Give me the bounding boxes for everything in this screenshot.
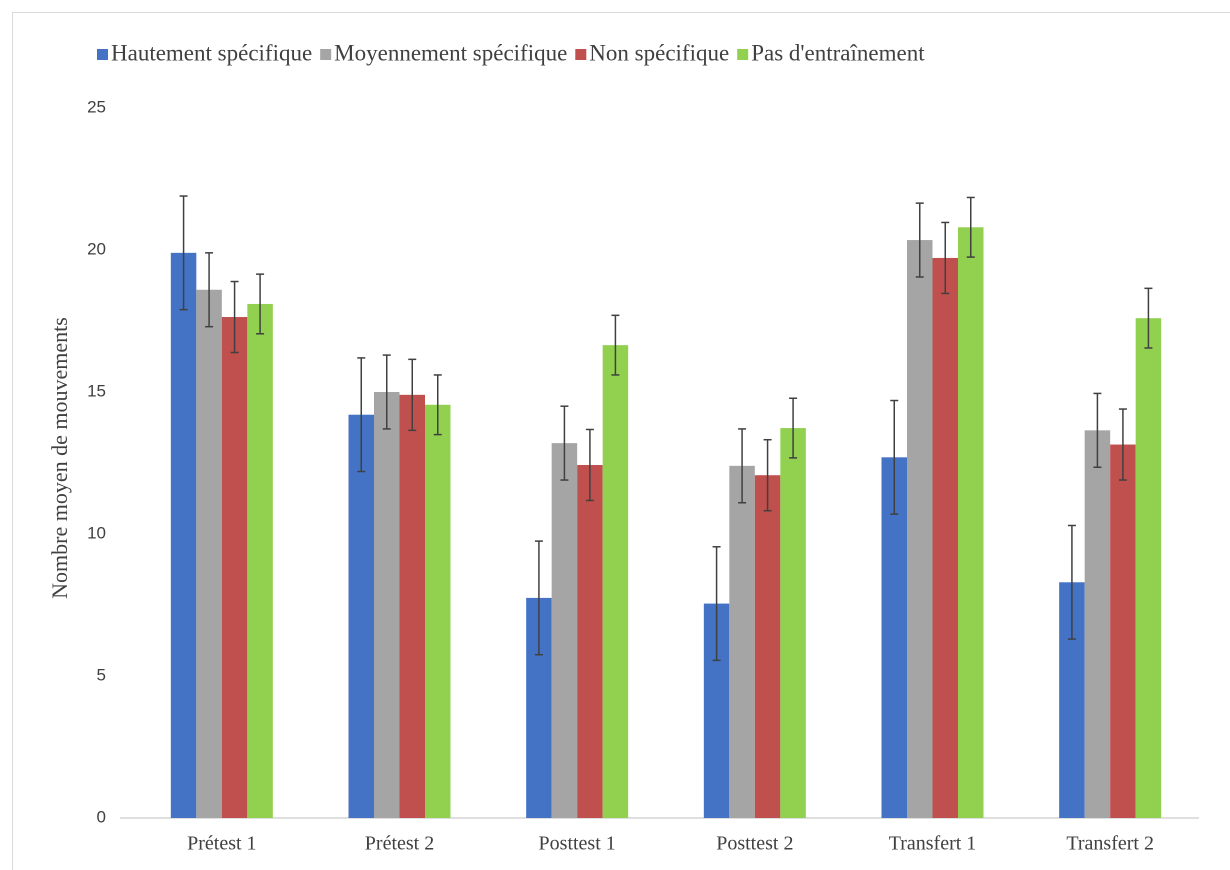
y-tick-label: 10 (87, 523, 106, 542)
error-bar (1118, 408, 1127, 481)
bar (551, 443, 578, 818)
error-bar (585, 428, 594, 502)
bar (1135, 318, 1162, 818)
bar (247, 303, 273, 819)
error-bar (560, 405, 569, 481)
bar (374, 392, 400, 818)
legend-label: Pas d'entraînement (751, 40, 925, 65)
error-bar (890, 399, 899, 515)
error-bar (712, 546, 721, 662)
bar (399, 394, 425, 818)
legend-label: Hautement spécifique (111, 40, 312, 65)
error-bar (433, 374, 442, 436)
error-bar (230, 280, 239, 354)
legend-swatch (97, 49, 108, 60)
y-tick-label: 15 (87, 381, 106, 400)
error-bar (738, 428, 747, 504)
x-tick-label: Prétest 2 (365, 833, 434, 855)
legend-label: Moyennement spécifique (334, 40, 567, 65)
x-tick-label: Posttest 2 (716, 833, 793, 855)
bar (348, 414, 374, 818)
y-tick-label: 5 (97, 665, 106, 684)
bar (907, 240, 933, 818)
bar (754, 475, 781, 818)
bar (1110, 444, 1136, 818)
error-bar (611, 314, 620, 376)
error-bar (205, 252, 214, 328)
error-bar (179, 195, 188, 311)
y-tick-label: 25 (87, 97, 106, 116)
bar (196, 289, 222, 818)
legend-swatch (737, 49, 749, 60)
bar (170, 252, 197, 819)
bar (425, 404, 451, 818)
x-tick-label: Prétest 1 (187, 833, 256, 855)
error-bar (1067, 524, 1076, 640)
bar (1084, 430, 1111, 818)
bar (780, 428, 806, 818)
error-bar (941, 221, 950, 295)
error-bar (408, 358, 417, 432)
bar (577, 464, 603, 818)
bar (729, 465, 755, 818)
error-bar (357, 357, 366, 473)
y-tick-label: 0 (97, 807, 106, 826)
chart-frame (12, 12, 1230, 870)
x-tick-label: Transfert 2 (1066, 833, 1154, 855)
bar (602, 345, 629, 818)
error-bar (789, 397, 798, 459)
legend-swatch (575, 49, 587, 60)
bar (932, 257, 958, 818)
y-axis-title: Nombre moyen de mouvements (47, 317, 72, 599)
error-bar (966, 196, 975, 258)
legend-swatch (320, 49, 332, 60)
error-bar (256, 273, 265, 335)
bar (958, 227, 984, 818)
error-bar (1144, 287, 1153, 349)
y-tick-label: 20 (87, 239, 106, 258)
error-bar (534, 540, 543, 656)
bar (221, 317, 248, 818)
x-tick-label: Transfert 1 (889, 833, 977, 855)
error-bar (1093, 392, 1102, 469)
error-bar (382, 354, 391, 430)
error-bar (763, 438, 772, 512)
x-tick-label: Posttest 1 (539, 833, 616, 855)
bar (881, 457, 907, 818)
legend-label: Non spécifique (589, 40, 729, 65)
error-bar (915, 202, 924, 278)
